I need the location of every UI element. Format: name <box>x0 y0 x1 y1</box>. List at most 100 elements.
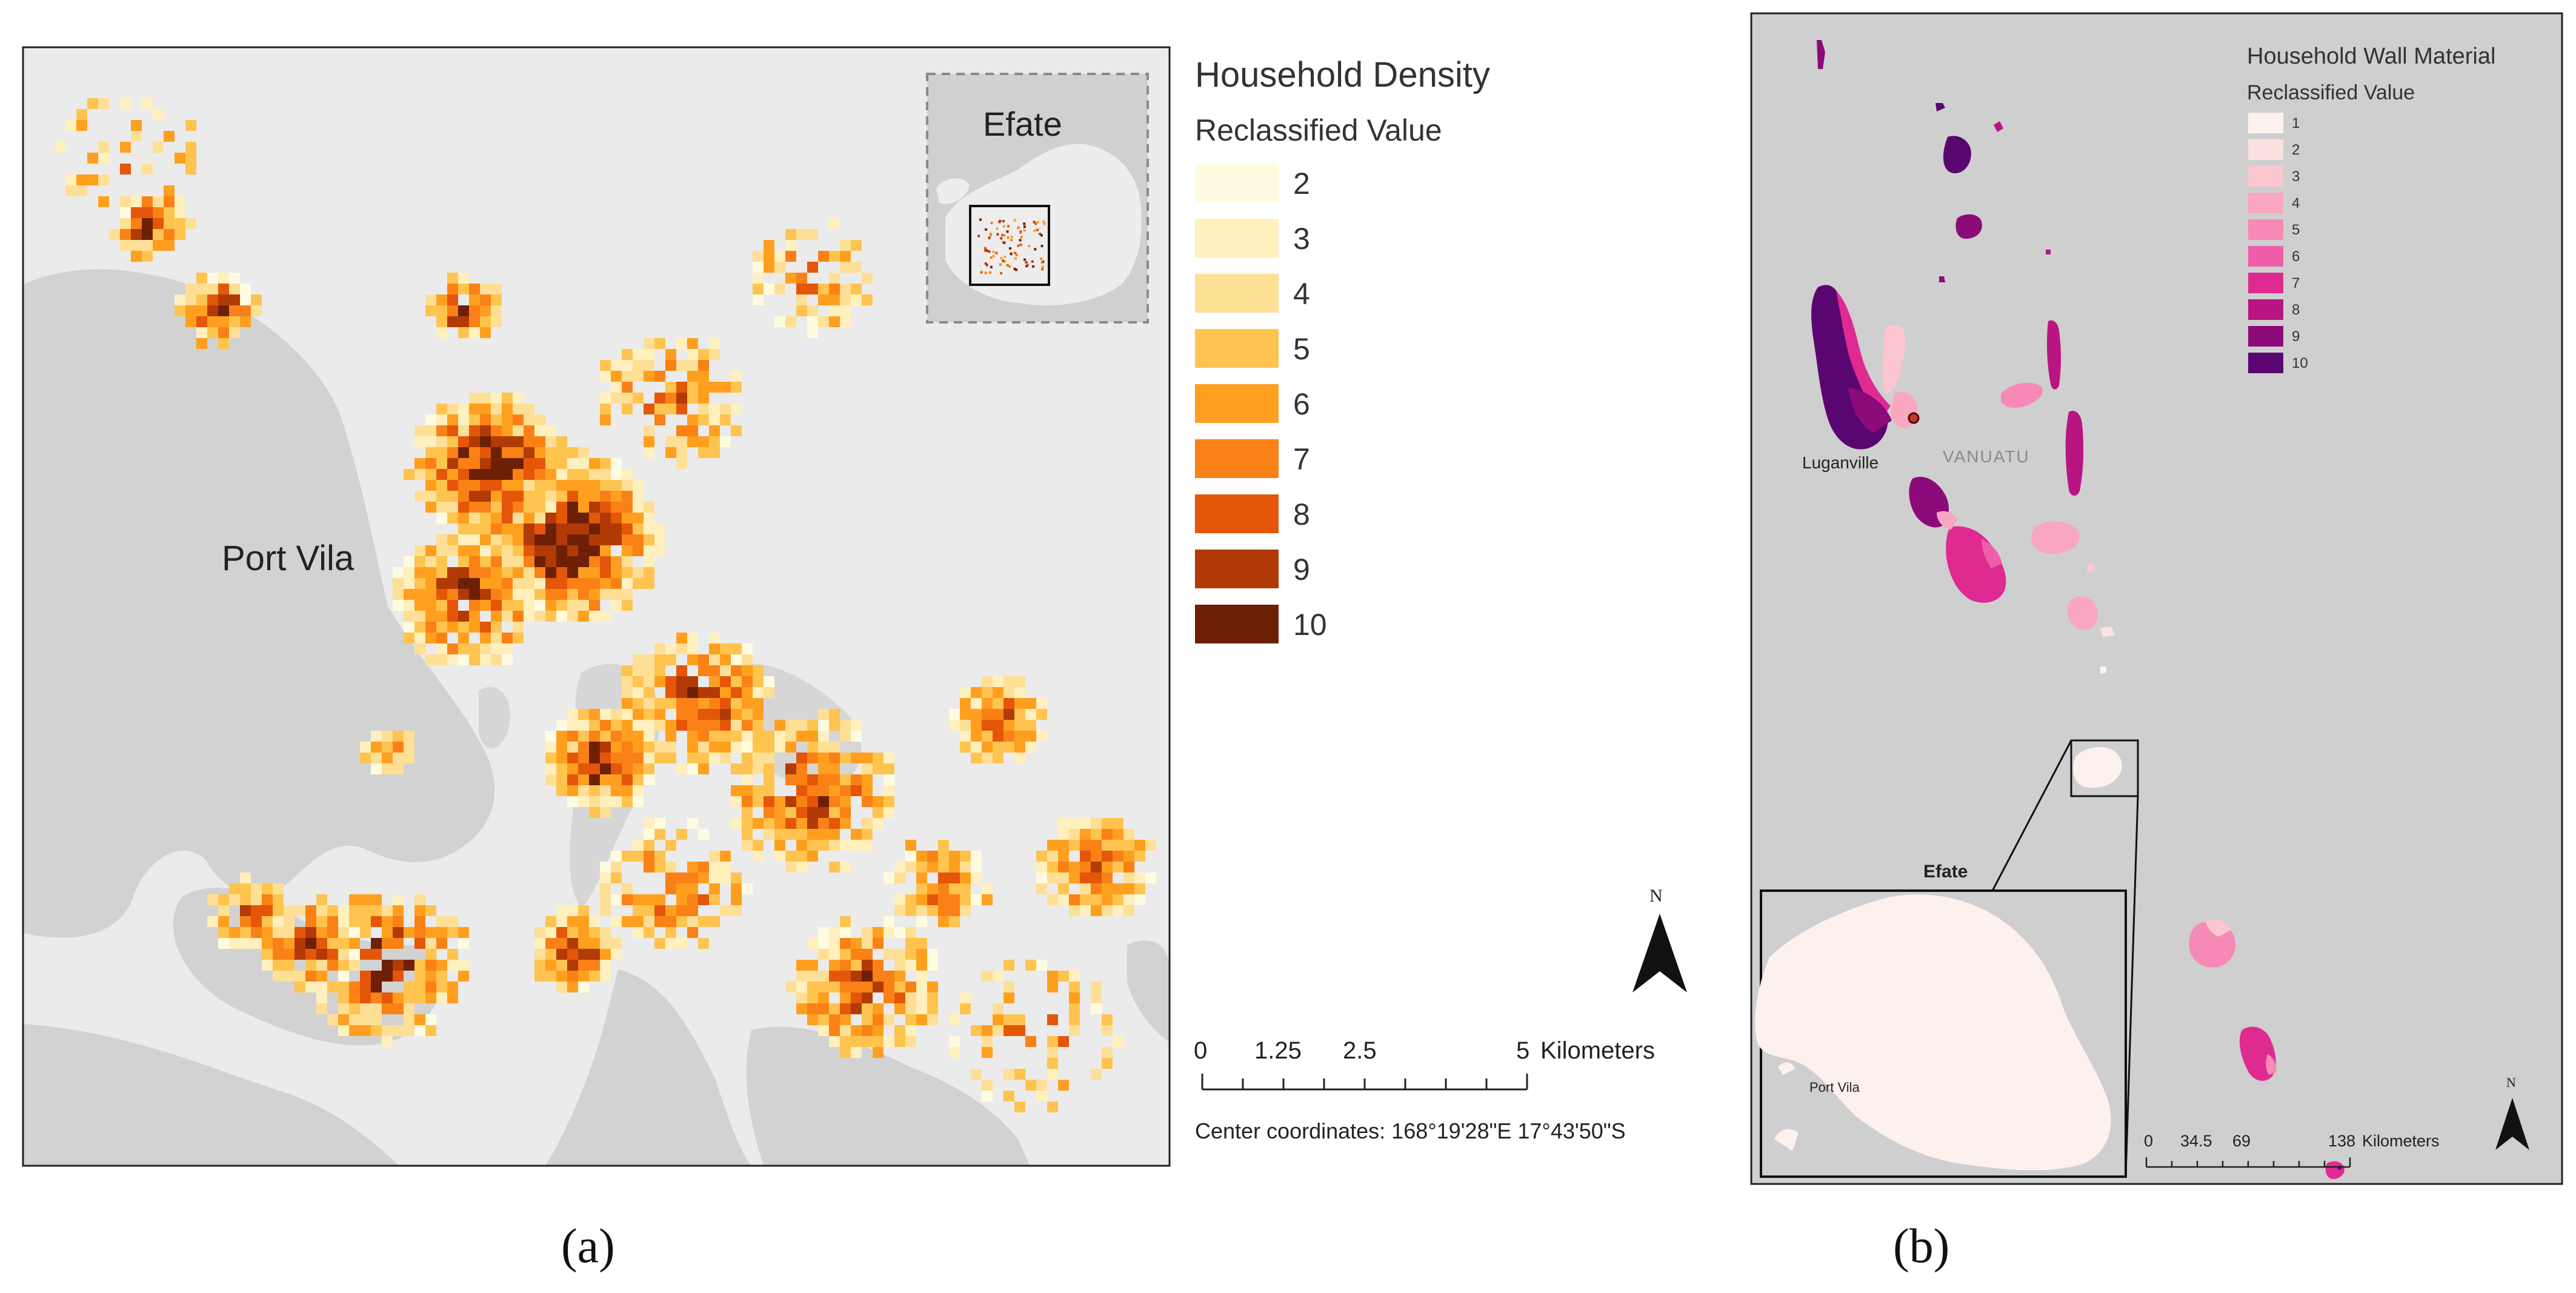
density-cell <box>229 938 240 949</box>
density-cell <box>687 818 698 829</box>
density-cell <box>916 960 927 971</box>
density-cell <box>295 927 305 938</box>
density-cell <box>818 709 829 720</box>
density-cell <box>851 960 862 971</box>
density-cell <box>458 578 469 589</box>
density-cell <box>720 676 731 687</box>
density-cell <box>414 425 425 436</box>
density-cell <box>131 207 142 218</box>
density-cell <box>600 927 611 938</box>
density-cell <box>905 960 916 971</box>
density-cell <box>971 894 982 905</box>
density-cell <box>578 982 589 992</box>
density-cell <box>600 960 611 971</box>
density-cell <box>687 425 698 436</box>
density-cell <box>829 960 840 971</box>
density-cell <box>916 894 927 905</box>
density-cell <box>164 207 175 218</box>
density-cell <box>578 556 589 567</box>
density-cell <box>600 545 611 556</box>
density-cell <box>1036 851 1047 862</box>
density-cell <box>862 774 873 785</box>
density-cell <box>1102 873 1113 883</box>
density-cell <box>425 982 436 992</box>
density-cell <box>480 414 491 425</box>
density-cell <box>720 851 731 862</box>
density-cell <box>120 196 131 207</box>
density-cell <box>600 589 611 600</box>
density-cell <box>338 960 349 971</box>
density-cell <box>436 327 447 338</box>
density-cell <box>578 971 589 982</box>
density-cell <box>829 840 840 851</box>
density-cell <box>796 785 807 796</box>
density-cell <box>753 262 764 273</box>
density-cell <box>469 567 480 578</box>
density-cell <box>905 927 916 938</box>
density-cell <box>316 949 327 960</box>
density-cell <box>731 785 742 796</box>
density-cell <box>818 1025 829 1036</box>
density-cell <box>851 829 862 840</box>
density-cell <box>644 905 654 916</box>
density-cell <box>731 404 742 414</box>
density-cell <box>382 971 393 982</box>
density-cell <box>284 960 295 971</box>
density-cell <box>622 687 633 698</box>
density-cell <box>611 524 622 534</box>
density-cell <box>273 905 284 916</box>
density-cell <box>480 513 491 524</box>
density-cell <box>687 338 698 349</box>
density-cell <box>796 753 807 763</box>
density-cell <box>545 600 556 611</box>
density-cell <box>513 545 524 556</box>
density-cell <box>905 851 916 862</box>
density-cell <box>687 720 698 731</box>
density-cell <box>644 404 654 414</box>
density-cell <box>480 600 491 611</box>
density-cell <box>731 371 742 382</box>
density-cell <box>458 534 469 545</box>
density-cell <box>404 1025 414 1036</box>
density-cell <box>884 916 894 927</box>
density-cell <box>742 665 753 676</box>
density-cell <box>524 545 534 556</box>
density-cell <box>796 971 807 982</box>
density-cell <box>611 742 622 753</box>
density-cell <box>796 774 807 785</box>
density-cell <box>447 589 458 600</box>
density-cell <box>600 709 611 720</box>
density-cell <box>513 480 524 491</box>
density-cell <box>436 556 447 567</box>
density-cell <box>785 829 796 840</box>
density-cell <box>349 1003 360 1014</box>
density-cell <box>273 971 284 982</box>
density-cell <box>469 643 480 654</box>
density-cell <box>796 1003 807 1014</box>
density-cell <box>840 240 851 251</box>
density-cell <box>360 905 371 916</box>
density-cell <box>873 753 884 763</box>
density-cell <box>436 633 447 643</box>
density-cell <box>807 774 818 785</box>
density-cell <box>567 447 578 458</box>
density-cell <box>1113 840 1123 851</box>
density-cell <box>622 763 633 774</box>
density-cell <box>131 229 142 240</box>
density-cell <box>1058 1080 1069 1091</box>
density-cell <box>622 360 633 371</box>
density-cell <box>894 894 905 905</box>
density-cell <box>327 982 338 992</box>
density-cell <box>665 382 676 393</box>
density-cell <box>1123 840 1134 851</box>
inset-density-dot <box>995 251 998 254</box>
density-cell <box>720 731 731 742</box>
density-cell <box>229 927 240 938</box>
inset-density-dot <box>984 271 987 274</box>
density-cell <box>709 709 720 720</box>
density-cell <box>644 731 654 742</box>
density-cell <box>611 774 622 785</box>
density-cell <box>829 294 840 305</box>
inset-density-dot <box>1023 229 1026 232</box>
density-cell <box>633 894 644 905</box>
